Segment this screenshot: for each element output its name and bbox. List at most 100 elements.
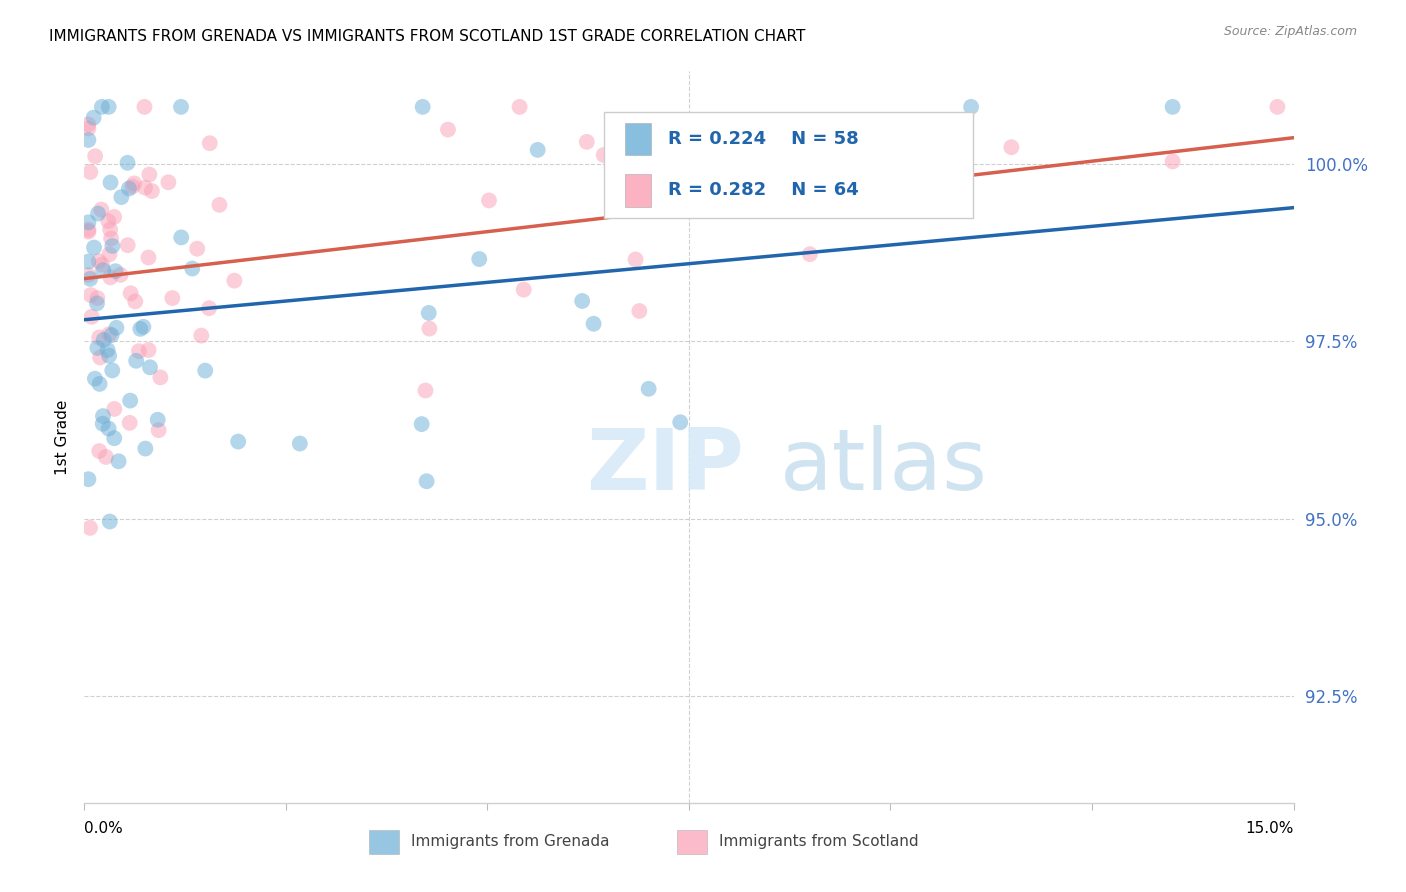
Point <box>181 261 204 276</box>
Point <box>86 296 108 310</box>
Point <box>190 328 212 343</box>
Point <box>103 210 125 224</box>
Point <box>91 417 114 431</box>
Point <box>125 353 148 368</box>
Point <box>105 320 128 334</box>
Point <box>90 100 112 114</box>
Point <box>415 384 437 398</box>
Point <box>97 100 120 114</box>
Point <box>94 450 117 464</box>
Point <box>132 319 155 334</box>
Point <box>198 136 221 151</box>
Point <box>194 363 217 377</box>
Point <box>77 215 100 229</box>
Point <box>84 149 107 163</box>
Point <box>103 401 125 416</box>
Point <box>77 118 100 132</box>
Point <box>93 333 115 347</box>
Point <box>138 251 160 265</box>
Point <box>134 442 156 456</box>
Point <box>107 454 129 468</box>
Point <box>141 184 163 198</box>
Point <box>186 242 208 256</box>
Point <box>960 100 983 114</box>
Point <box>97 343 120 357</box>
Point <box>208 198 231 212</box>
Bar <box>676 830 707 854</box>
Point <box>101 363 124 377</box>
Point <box>592 148 614 162</box>
Point <box>418 321 440 335</box>
Point <box>79 272 101 286</box>
Point <box>170 230 193 244</box>
Text: IMMIGRANTS FROM GRENADA VS IMMIGRANTS FROM SCOTLAND 1ST GRADE CORRELATION CHART: IMMIGRANTS FROM GRENADA VS IMMIGRANTS FR… <box>49 29 806 44</box>
Point <box>89 351 111 365</box>
Point <box>91 263 114 277</box>
Point <box>86 341 108 355</box>
Point <box>468 252 491 266</box>
Point <box>103 431 125 445</box>
FancyBboxPatch shape <box>605 112 973 218</box>
Point <box>146 413 169 427</box>
Point <box>89 330 111 344</box>
Point <box>129 322 152 336</box>
Point <box>98 222 121 236</box>
Point <box>669 415 692 429</box>
Point <box>1000 140 1022 154</box>
Point <box>110 190 132 204</box>
Point <box>134 180 156 194</box>
Point <box>134 100 156 114</box>
Point <box>89 444 111 458</box>
Text: ZIP: ZIP <box>586 425 744 508</box>
Point <box>79 165 101 179</box>
Point <box>97 421 120 435</box>
Point <box>149 370 172 384</box>
Point <box>100 270 122 285</box>
Text: R = 0.224    N = 58: R = 0.224 N = 58 <box>668 129 859 148</box>
Point <box>1161 154 1184 169</box>
Point <box>77 254 100 268</box>
Point <box>571 293 593 308</box>
Point <box>83 111 105 125</box>
Point <box>80 288 103 302</box>
Point <box>97 214 120 228</box>
Point <box>91 258 114 272</box>
Point <box>148 423 170 437</box>
Bar <box>624 122 651 155</box>
Point <box>628 304 651 318</box>
Bar <box>624 174 651 207</box>
Point <box>87 206 110 220</box>
Point <box>118 416 141 430</box>
Point <box>1161 100 1184 114</box>
Point <box>77 223 100 237</box>
Point <box>98 349 121 363</box>
Bar <box>368 830 399 854</box>
Point <box>138 343 160 357</box>
Point <box>100 328 122 343</box>
Point <box>288 436 311 450</box>
Text: atlas: atlas <box>780 425 987 508</box>
Text: Source: ZipAtlas.com: Source: ZipAtlas.com <box>1223 25 1357 38</box>
Point <box>224 274 246 288</box>
Point <box>91 409 114 423</box>
Point <box>124 294 146 309</box>
Point <box>117 238 139 252</box>
Point <box>624 252 647 267</box>
Point <box>582 317 605 331</box>
Point <box>512 283 534 297</box>
Point <box>77 225 100 239</box>
Point <box>79 521 101 535</box>
Point <box>77 472 100 486</box>
Point <box>138 168 160 182</box>
Point <box>98 327 121 342</box>
Point <box>437 122 460 136</box>
Y-axis label: 1st Grade: 1st Grade <box>55 400 70 475</box>
Text: 0.0%: 0.0% <box>84 821 124 836</box>
Text: R = 0.282    N = 64: R = 0.282 N = 64 <box>668 181 859 199</box>
Point <box>121 179 143 194</box>
Point <box>100 176 122 190</box>
Point <box>478 194 501 208</box>
Point <box>418 306 440 320</box>
Point <box>1267 100 1289 114</box>
Point <box>84 372 107 386</box>
